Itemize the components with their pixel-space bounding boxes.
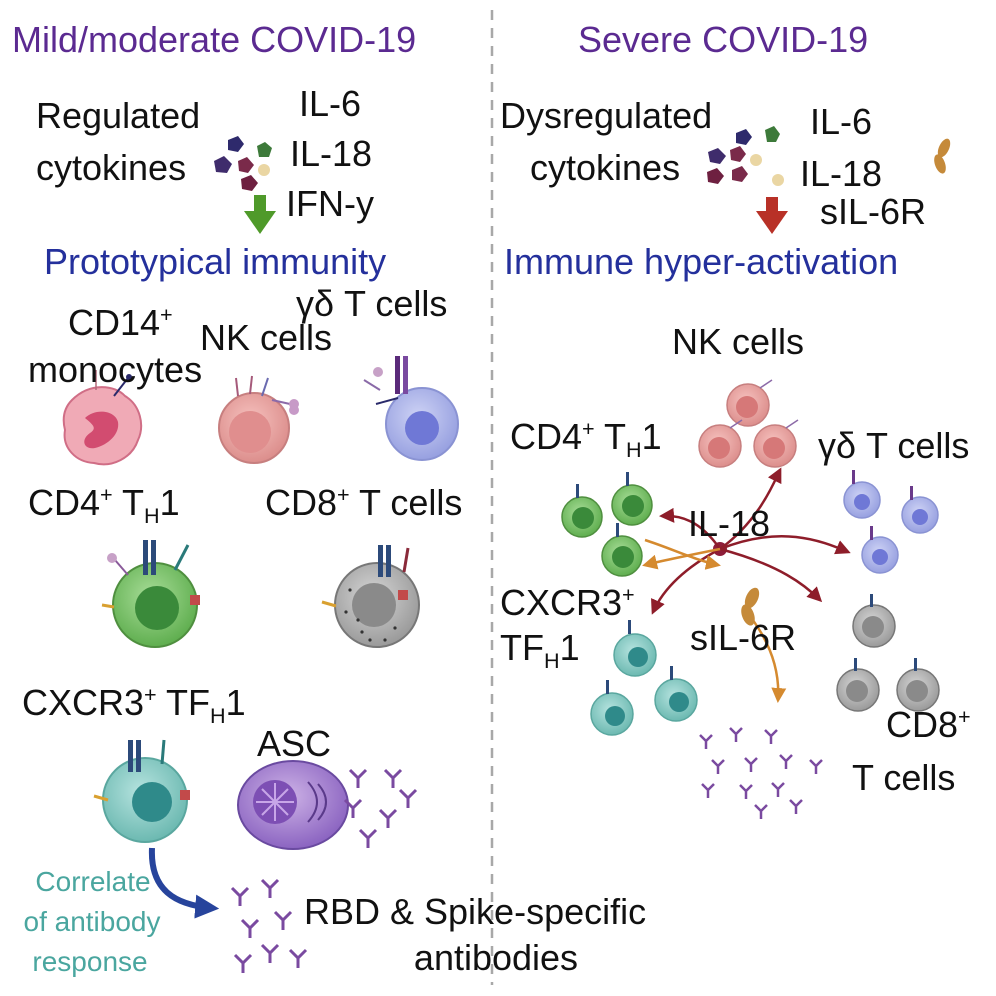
green-down-arrow <box>244 195 276 234</box>
right-cytokine-il18: IL-18 <box>800 153 883 194</box>
right-cytokine-label-2: cytokines <box>530 147 681 188</box>
left-gd-cell <box>363 356 459 461</box>
right-header: Severe COVID-19 <box>578 19 869 60</box>
asc-antibodies <box>343 768 418 848</box>
label-right-cd8: CD8+ <box>886 704 971 745</box>
label-right-tfh1: TFH1 <box>500 627 580 674</box>
label-left-cxcr3: CXCR3+ TFH1 <box>22 682 246 729</box>
right-cytokine-label-1: Dysregulated <box>500 95 713 136</box>
correlate-line-2: of antibody <box>23 906 161 937</box>
right-antibodies <box>699 727 823 819</box>
label-left-nk: NK cells <box>200 317 333 358</box>
correlate-line-1: Correlate <box>35 866 151 897</box>
label-left-gd: γδ T cells <box>296 283 448 324</box>
right-gd-cells <box>843 470 939 574</box>
label-il18-hub: IL-18 <box>688 503 771 544</box>
label-asc: ASC <box>257 723 332 764</box>
right-cd8-cells <box>836 594 940 712</box>
label-cd14: CD14+ <box>68 302 173 343</box>
right-cytokine-il6: IL-6 <box>810 101 873 142</box>
correlate-line-3: response <box>32 946 148 977</box>
label-left-cd8: CD8+ T cells <box>265 482 463 523</box>
label-right-tcells: T cells <box>852 757 956 798</box>
right-tfh1-cells <box>590 620 698 736</box>
left-section-title: Prototypical immunity <box>44 241 387 282</box>
left-cytokine-label-1: Regulated <box>36 95 201 136</box>
right-sil6r-icon <box>934 138 951 174</box>
label-monocytes: monocytes <box>28 349 203 390</box>
left-cytokine-il6: IL-6 <box>299 83 362 124</box>
left-nk-cell <box>218 375 299 464</box>
right-section-title: Immune hyper-activation <box>504 241 899 282</box>
left-header: Mild/moderate COVID-19 <box>12 19 417 60</box>
right-nk-cells <box>698 379 799 468</box>
left-cd4-th1-cell <box>101 540 200 648</box>
left-tfh1-cell <box>93 739 190 843</box>
monocyte-cell <box>62 370 143 466</box>
bottom-antibodies <box>230 878 308 973</box>
sil6r-mid-icon <box>741 587 760 626</box>
left-cytokine-dots <box>214 136 272 191</box>
left-cytokine-label-2: cytokines <box>36 147 187 188</box>
label-right-gd: γδ T cells <box>818 425 970 466</box>
red-down-arrow <box>756 197 788 234</box>
asc-cell <box>237 760 349 850</box>
correlate-arrow <box>148 847 220 919</box>
right-cytokine-dots <box>707 126 784 186</box>
label-right-cxcr3: CXCR3+ <box>500 582 635 623</box>
label-right-nk: NK cells <box>672 321 805 362</box>
right-cd4-cells <box>561 472 653 577</box>
label-right-sil6r: sIL-6R <box>690 617 797 658</box>
right-sil6r-label: sIL-6R <box>820 191 927 232</box>
left-cytokine-ifny: IFN-y <box>286 183 374 224</box>
label-right-cd4: CD4+ TH1 <box>510 416 662 463</box>
left-cd8-cell <box>321 545 420 648</box>
antibodies-line-2: antibodies <box>413 937 579 978</box>
label-left-cd4: CD4+ TH1 <box>28 482 180 529</box>
left-cytokine-il18: IL-18 <box>290 133 373 174</box>
antibodies-line-1: RBD & Spike-specific <box>304 891 647 932</box>
